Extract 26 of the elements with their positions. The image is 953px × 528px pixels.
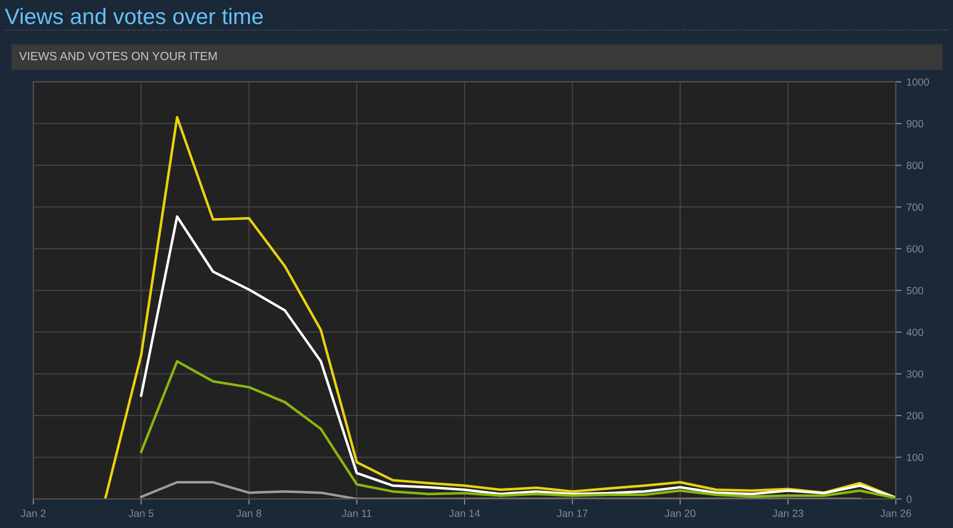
x-tick-label: Jan 14 <box>449 510 480 518</box>
chart-title: Views and votes over time <box>4 8 263 24</box>
y-tick-label: 100 <box>907 454 924 462</box>
y-tick-label: 300 <box>906 370 924 378</box>
y-tick-label: 200 <box>906 412 924 420</box>
x-tick-label: Jan 26 <box>880 510 911 518</box>
x-tick-label: Jan 11 <box>342 510 372 518</box>
chart-subtitle: VIEWS AND VOTES ON YOUR ITEM <box>19 52 217 60</box>
y-tick-label: 1000 <box>907 78 929 86</box>
x-tick-label: Jan 2 <box>20 510 46 518</box>
x-tick-label: Jan 23 <box>772 510 804 518</box>
x-tick-label: Jan 5 <box>128 510 154 518</box>
y-tick-label: 600 <box>906 245 924 253</box>
x-tick-label: Jan 8 <box>236 510 262 518</box>
y-tick-label: 800 <box>906 162 924 170</box>
y-tick-label: 500 <box>906 286 924 294</box>
line-series <box>104 116 896 499</box>
y-tick-label: 400 <box>906 328 924 336</box>
line-series <box>140 215 896 499</box>
y-tick-label: 900 <box>906 120 924 128</box>
line-series <box>140 360 896 499</box>
x-tick-label: Jan 17 <box>556 510 588 518</box>
line-series <box>140 481 862 499</box>
y-tick-label: 700 <box>906 203 924 211</box>
y-tick-label: 0 <box>906 495 912 503</box>
x-tick-label: Jan 20 <box>664 510 696 518</box>
